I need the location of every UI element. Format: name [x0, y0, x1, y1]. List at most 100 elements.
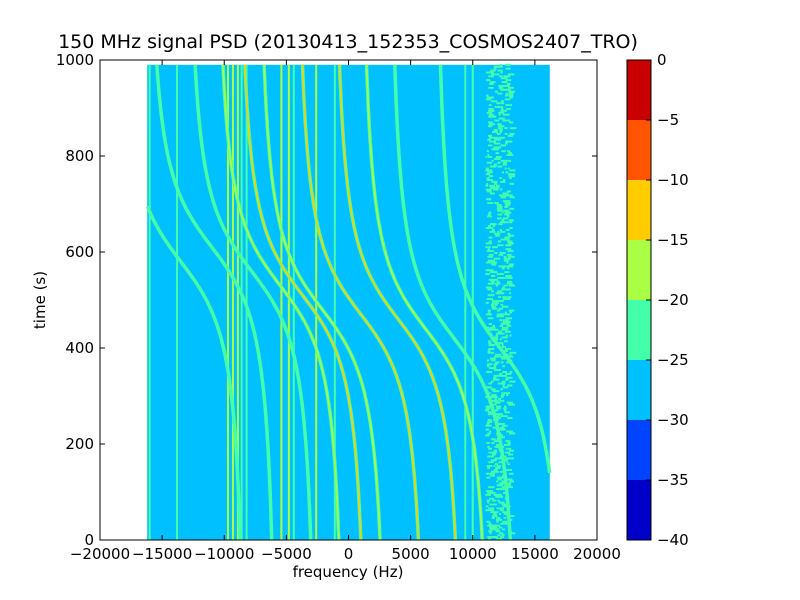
noise-cell — [493, 186, 500, 189]
noise-cell — [508, 175, 516, 178]
noise-cell — [485, 405, 492, 408]
noise-cell — [499, 75, 503, 78]
noise-cell — [491, 228, 495, 231]
noise-cell — [495, 495, 498, 498]
noise-cell — [486, 94, 489, 97]
noise-cell — [496, 524, 500, 527]
noise-cell — [509, 127, 517, 130]
noise-cell — [490, 344, 496, 347]
noise-cell — [498, 111, 505, 114]
noise-cell — [488, 125, 493, 128]
noise-cell — [495, 106, 500, 108]
noise-cell — [507, 296, 512, 299]
noise-cell — [497, 484, 503, 487]
noise-cell — [497, 300, 504, 302]
noise-cell — [498, 526, 503, 529]
noise-cell — [499, 382, 506, 385]
noise-cell — [494, 252, 497, 254]
noise-cell — [490, 275, 496, 277]
noise-cell — [487, 411, 492, 414]
noise-cell — [486, 71, 491, 74]
noise-cell — [491, 351, 494, 354]
noise-cell — [504, 405, 507, 408]
noise-cell — [486, 476, 491, 479]
noise-cell — [502, 371, 508, 373]
noise-cell — [498, 125, 502, 128]
noise-cell — [496, 102, 501, 105]
noise-cell — [487, 501, 490, 504]
doppler-track — [263, 64, 381, 540]
noise-cell — [485, 505, 489, 508]
noise-cell — [504, 205, 509, 208]
noise-cell — [488, 538, 492, 540]
noise-cell — [496, 507, 503, 510]
noise-cell — [486, 179, 493, 181]
noise-cell — [499, 372, 503, 375]
noise-cell — [488, 420, 493, 423]
noise-cell — [491, 300, 499, 302]
noise-cell — [496, 516, 501, 519]
noise-cell — [491, 388, 496, 391]
doppler-track — [222, 64, 340, 540]
noise-cell — [488, 530, 493, 533]
noise-cell — [489, 81, 496, 84]
noise-cell — [496, 476, 504, 479]
noise-cell — [502, 424, 508, 427]
doppler-track — [338, 64, 457, 540]
noise-cell — [495, 284, 499, 287]
noise-cell — [495, 234, 500, 237]
noise-cell — [493, 493, 501, 496]
noise-cell — [500, 88, 507, 91]
noise-cell — [486, 96, 493, 99]
noise-cell — [508, 515, 515, 517]
noise-cell — [492, 499, 497, 502]
noise-cell — [507, 280, 512, 283]
noise-cell — [500, 71, 503, 74]
noise-cell — [506, 190, 511, 193]
noise-cell — [490, 280, 495, 283]
noise-cell — [497, 209, 501, 212]
noise-cell — [498, 113, 501, 116]
noise-cell — [499, 228, 503, 231]
noise-cell — [489, 503, 492, 506]
noise-cell — [497, 292, 505, 295]
noise-cell — [486, 182, 489, 185]
noise-cell — [500, 428, 503, 431]
noise-cell — [487, 154, 490, 156]
noise-cell — [485, 169, 492, 172]
noise-cell — [502, 286, 505, 289]
noise-cell — [487, 248, 490, 251]
noise-cell — [505, 447, 512, 450]
noise-cell — [494, 369, 498, 372]
noise-cell — [494, 303, 498, 306]
noise-cell — [494, 397, 497, 400]
noise-cell — [491, 305, 496, 308]
noise-cell — [496, 313, 504, 316]
noise-cell — [494, 136, 499, 139]
colorbar-segment — [627, 420, 651, 480]
noise-cell — [501, 528, 506, 531]
noise-cell — [499, 509, 504, 512]
noise-cell — [485, 286, 491, 289]
noise-cell — [495, 292, 501, 295]
noise-cell — [508, 194, 513, 197]
noise-cell — [486, 298, 493, 300]
noise-cell — [499, 136, 505, 139]
colorbar-segment — [627, 180, 651, 240]
noise-cell — [493, 399, 499, 402]
noise-cell — [497, 213, 503, 216]
noise-cell — [509, 92, 514, 95]
noise-cell — [486, 111, 493, 114]
noise-cell — [498, 223, 503, 226]
noise-cell — [498, 84, 505, 87]
noise-cell — [488, 136, 495, 139]
noise-cell — [498, 513, 501, 516]
noise-cell — [498, 397, 502, 400]
noise-cell — [498, 307, 503, 310]
noise-cell — [492, 307, 495, 310]
noise-cell — [493, 440, 501, 443]
noise-cell — [494, 457, 502, 460]
x-tick-label: −10000 — [194, 545, 254, 563]
noise-cell — [505, 92, 509, 95]
noise-cell — [500, 495, 503, 498]
